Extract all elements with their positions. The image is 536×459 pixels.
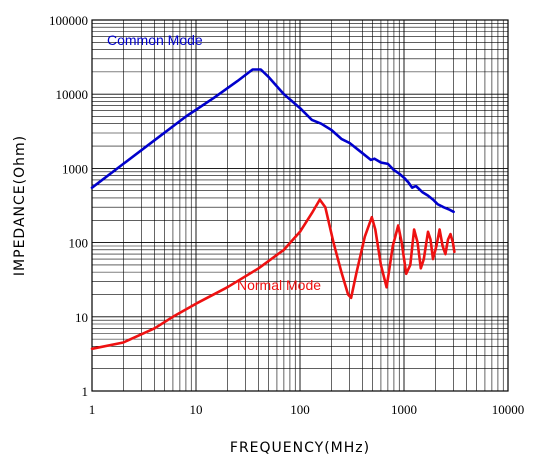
x-tick-label: 1000 (391, 402, 417, 417)
x-tick-label: 10000 (492, 402, 525, 417)
series-line-common-mode (90, 68, 455, 214)
series-label-normal-mode: Normal Mode (237, 277, 321, 293)
x-axis-title: FREQUENCY(MHz) (230, 440, 370, 456)
series-label-common-mode: Common Mode (107, 32, 203, 48)
x-tick-labels: 1 10 100 1000 10000 (89, 402, 525, 417)
plot-frame (91, 19, 509, 392)
grid-lines (92, 20, 508, 391)
y-tick-label: 1000 (62, 161, 88, 176)
x-tick-label: 1 (89, 402, 96, 417)
y-tick-labels: 1 10 100 1000 10000 100000 (49, 13, 88, 399)
series-layer (90, 68, 456, 351)
y-axis-title: IMPEDANCE(Ohm) (12, 135, 28, 276)
y-tick-label: 10000 (56, 87, 89, 102)
series-line-normal-mode (90, 198, 456, 351)
y-tick-label: 100000 (49, 13, 88, 28)
x-tick-label: 100 (290, 402, 310, 417)
x-tick-label: 10 (190, 402, 203, 417)
y-tick-label: 100 (69, 236, 89, 251)
y-tick-label: 1 (82, 384, 89, 399)
y-tick-label: 10 (75, 310, 88, 325)
